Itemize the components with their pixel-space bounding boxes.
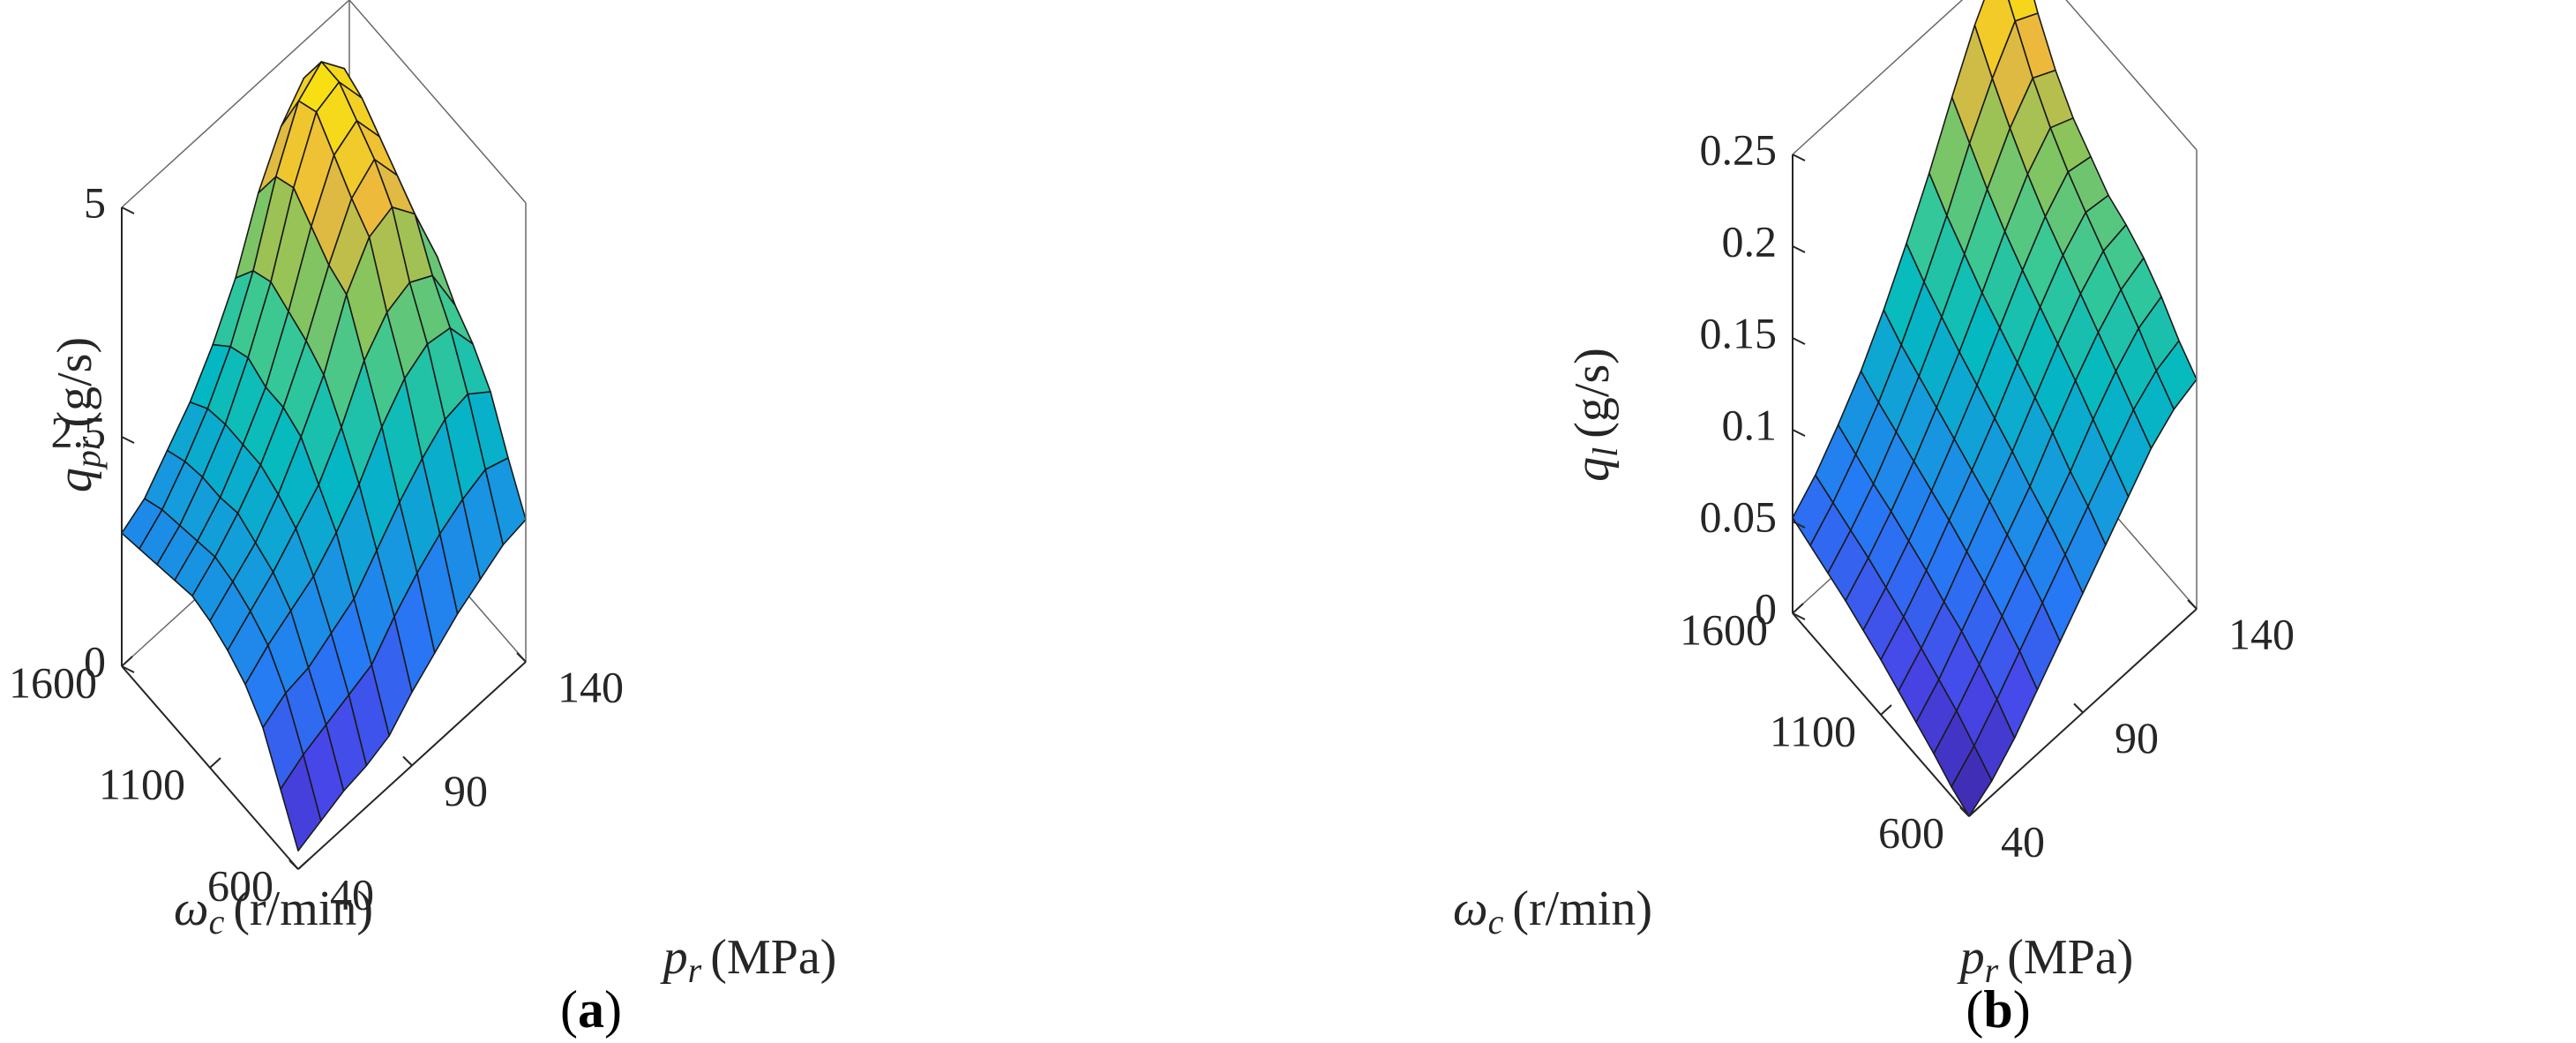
surface-b [1792,0,2198,817]
x-axis-label: ωc (r/min) [174,882,373,942]
y-tick-label: 90 [2115,713,2159,762]
y-tick-mark [1959,807,1970,817]
z-tick-mark [121,206,135,214]
y-axis-label: pr (MPa) [1957,930,2134,990]
z-axis-label: qpr(g/s) [48,337,108,492]
z-tick-mark [121,665,135,673]
x-tick-label: 600 [207,860,273,910]
y-tick-mark [402,755,413,767]
x-tick-mark [1880,704,1892,716]
z-tick-label: 0.1 [1722,400,1778,449]
x-tick-mark [1968,806,1981,817]
x-tick-label: 1100 [99,759,185,808]
x-tick-mark [297,859,310,870]
y-tick-label: 40 [330,869,374,919]
x-tick-label: 1600 [9,657,97,707]
z-tick-label: 0.15 [1700,308,1778,357]
surface-chart-b: 0 0.05 0.1 0.15 0.2 0.25 600 1100 1600 40 90 140 ql… [1453,0,2295,1039]
y-tick-mark [288,859,299,870]
back-top-edge [2065,0,2198,151]
y-tick-mark [2073,702,2084,714]
surface-a [121,61,527,852]
back-top-edge [1792,0,1964,155]
panel-label: (a) [560,980,622,1039]
x-tick-mark [1792,603,1804,614]
z-tick-label: 0 [1755,583,1777,633]
z-tick-label: 0.05 [1700,491,1778,541]
x-tick-label: 600 [1878,807,1944,857]
z-tick-label: 5 [84,177,106,227]
z-tick-mark [1792,245,1806,253]
y-tick-mark [516,652,527,663]
x-axis-label: ωc (r/min) [1453,882,1652,942]
back-top-edge [348,0,527,204]
x-tick-mark [121,656,133,667]
z-tick-mark [1792,154,1806,161]
y-tick-label: 140 [558,662,624,711]
y-tick-label: 90 [444,766,488,815]
y-tick-mark [2187,599,2198,610]
x-tick-label: 1600 [1680,604,1768,654]
z-tick-mark [1792,521,1806,529]
panel-label: (b) [1966,980,2030,1039]
z-tick-mark [121,436,135,444]
z-tick-label: 0 [84,636,106,686]
z-tick-mark [1792,337,1806,345]
surface-chart-a: 0 2.5 5 600 1100 1600 40 90 140 qpr(g/s) ωc (r/min… [9,0,836,1039]
axis-labels-b: ql(g/s) ωc (r/min) pr (MPa)(b) [1453,348,2133,1039]
y-tick-label: 40 [2001,816,2045,866]
surface-patch [280,754,322,852]
back-top-edge [121,0,350,208]
surface-patch [1951,745,1993,817]
z-tick-label: 2.5 [51,407,107,456]
x-tick-label: 1100 [1770,706,1856,755]
tick-labels-a: 0 2.5 5 600 1100 1600 40 90 140 [9,177,624,919]
z-tick-mark [1792,612,1806,620]
x-tick-mark [209,757,221,769]
y-axis-label: pr (MPa) [660,930,837,990]
tick-labels-b: 0 0.05 0.1 0.15 0.2 0.25 600 1100 1600 40 90 140 [1680,124,2295,866]
z-tick-label: 0.25 [1700,124,1778,174]
z-tick-mark [1792,429,1806,437]
axis-labels-a: qpr(g/s) ωc (r/min) pr (MPa) (a) [48,337,836,1039]
y-tick-label: 140 [2228,609,2295,658]
z-tick-label: 0.2 [1722,216,1778,266]
z-axis-label: ql(g/s) [1565,348,1625,482]
